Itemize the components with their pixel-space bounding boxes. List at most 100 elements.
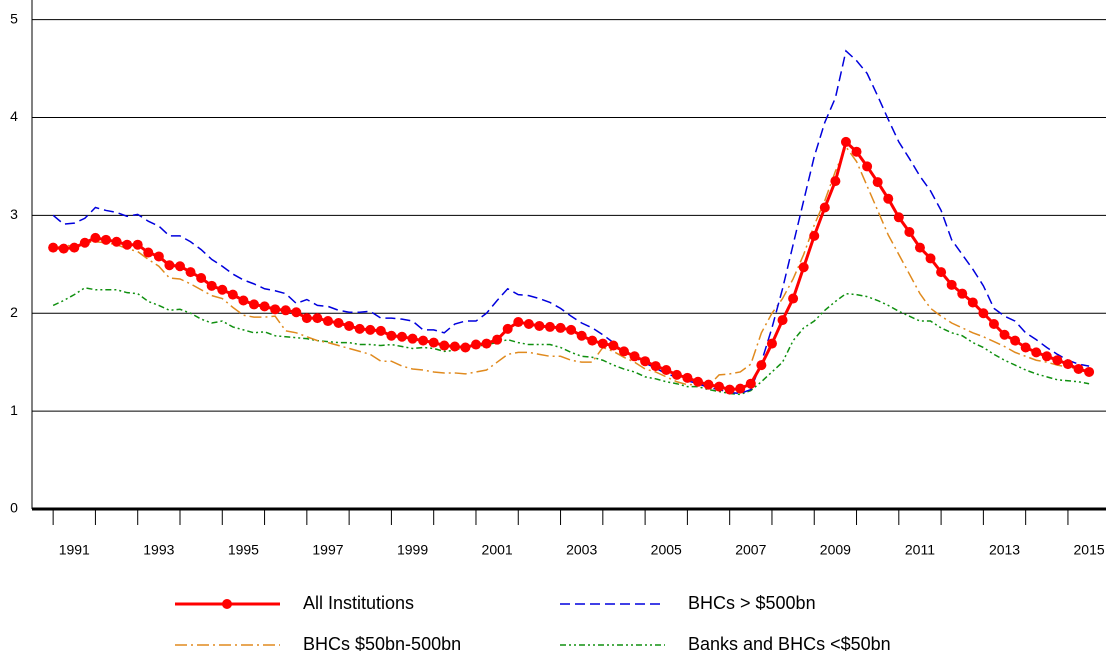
- series-marker: [69, 242, 80, 253]
- series-marker: [185, 267, 196, 278]
- series-marker: [544, 321, 555, 332]
- x-tick-label: 1997: [312, 542, 343, 558]
- series-marker: [735, 383, 746, 394]
- series-marker: [957, 288, 968, 299]
- series-marker: [925, 253, 936, 264]
- series-marker: [777, 315, 788, 326]
- series-marker: [555, 322, 566, 333]
- series-marker: [936, 267, 947, 278]
- series-marker: [883, 193, 894, 204]
- y-tick-label: 5: [10, 10, 18, 26]
- x-tick-label: 2007: [735, 542, 766, 558]
- series-marker: [322, 316, 333, 327]
- series-marker: [671, 369, 682, 380]
- y-tick-label: 4: [10, 108, 18, 124]
- series-marker: [375, 325, 386, 336]
- series-marker: [904, 226, 915, 237]
- y-tick-label: 2: [10, 304, 18, 320]
- series-marker: [914, 242, 925, 253]
- x-tick-label: 2003: [566, 542, 597, 558]
- x-tick-label: 2005: [651, 542, 682, 558]
- series-marker: [344, 320, 355, 331]
- series-marker: [58, 243, 69, 254]
- x-tick-label: 2013: [989, 542, 1020, 558]
- series-marker: [788, 293, 799, 304]
- series-marker: [248, 299, 259, 310]
- series-marker: [946, 279, 957, 290]
- x-tick-label: 2011: [905, 542, 935, 558]
- series-marker: [227, 289, 238, 300]
- legend-marker: [222, 599, 232, 609]
- series-marker: [365, 324, 376, 335]
- series-marker: [703, 379, 714, 390]
- x-tick-label: 1993: [143, 542, 174, 558]
- series-marker: [893, 212, 904, 223]
- x-tick-label: 2001: [482, 542, 513, 558]
- series-marker: [756, 360, 767, 371]
- series-marker: [492, 334, 503, 345]
- series-marker: [502, 323, 513, 334]
- series-marker: [396, 331, 407, 342]
- legend: All Institutions BHCs > $500bn BHCs $50bn-…: [175, 593, 891, 654]
- series-marker: [840, 136, 851, 147]
- series-marker: [587, 335, 598, 346]
- series-marker: [523, 318, 534, 329]
- x-tick-label: 2009: [820, 542, 851, 558]
- series-marker: [661, 365, 672, 376]
- series-marker: [862, 161, 873, 172]
- series-marker: [978, 308, 989, 319]
- series-marker: [111, 236, 122, 247]
- series-marker: [259, 301, 270, 312]
- series-marker: [428, 337, 439, 348]
- series-marker: [640, 356, 651, 367]
- legend-label: BHCs $50bn-500bn: [303, 634, 461, 654]
- series-marker: [164, 260, 175, 271]
- series-marker: [650, 361, 661, 372]
- series-marker: [830, 176, 841, 187]
- series-marker: [333, 318, 344, 329]
- series-marker: [809, 230, 820, 241]
- series-marker: [745, 378, 756, 389]
- series-marker: [100, 234, 111, 245]
- series-marker: [153, 251, 164, 262]
- series-marker: [1010, 335, 1021, 346]
- series-marker: [470, 339, 481, 350]
- series-marker: [301, 313, 312, 324]
- x-tick-label: 1991: [59, 542, 90, 558]
- series-marker: [1052, 355, 1063, 366]
- series-marker: [312, 313, 323, 324]
- series-marker: [629, 351, 640, 362]
- series-marker: [481, 338, 492, 349]
- series-marker: [196, 272, 207, 283]
- series-marker: [280, 305, 291, 316]
- series-marker: [1041, 351, 1052, 362]
- series-marker: [851, 146, 862, 157]
- series-marker: [132, 239, 143, 250]
- x-tick-label: 2015: [1074, 542, 1105, 558]
- series-marker: [798, 262, 809, 273]
- series-line: [52, 145, 1090, 387]
- series-marker: [217, 284, 228, 295]
- series-marker: [608, 340, 619, 351]
- series-marker: [460, 342, 471, 353]
- y-tick-label: 3: [10, 206, 18, 222]
- series-marker: [576, 330, 587, 341]
- series-marker: [1020, 342, 1031, 353]
- series-marker: [206, 280, 217, 291]
- series-line: [53, 139, 1090, 392]
- series-marker: [418, 335, 429, 346]
- series-marker: [682, 372, 693, 383]
- series-marker: [90, 232, 101, 243]
- series-marker: [79, 237, 90, 248]
- legend-label: All Institutions: [303, 593, 414, 613]
- series-marker: [714, 381, 725, 392]
- series-marker: [618, 346, 629, 357]
- series-marker: [1031, 347, 1042, 358]
- series-marker: [999, 329, 1010, 340]
- series-line: [52, 286, 1090, 396]
- series-marker: [143, 247, 154, 258]
- y-tick-label: 1: [10, 402, 18, 418]
- series-marker: [291, 307, 302, 318]
- series-marker: [724, 384, 735, 395]
- series-marker: [48, 242, 59, 253]
